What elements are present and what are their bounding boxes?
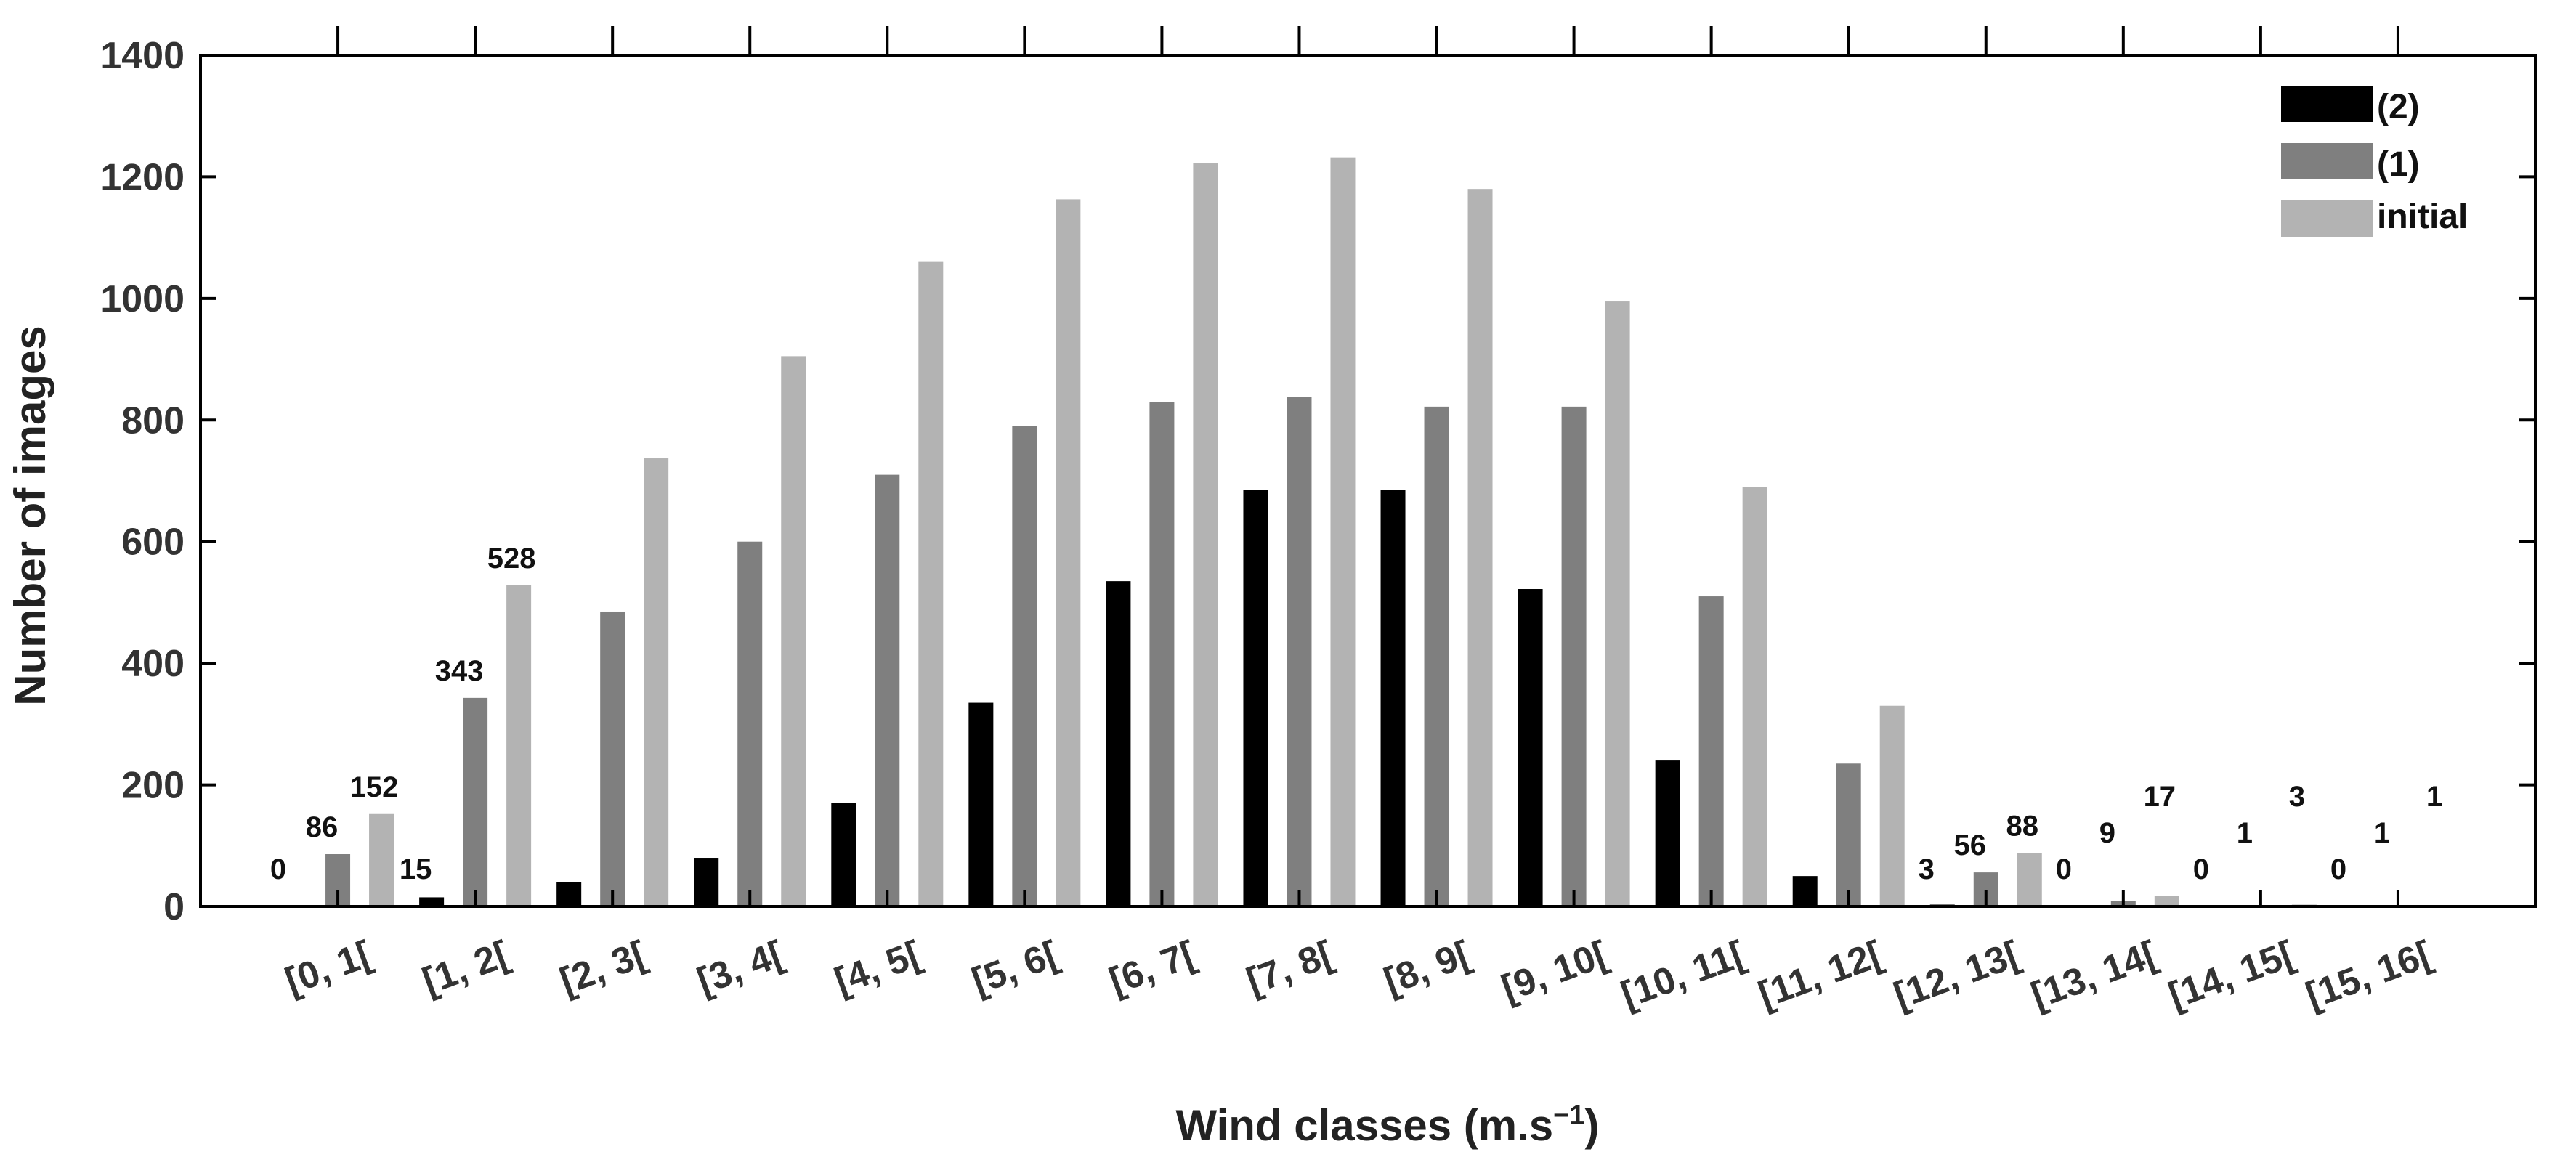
bar-initial-5 [1056, 199, 1081, 907]
bar-1-1 [463, 697, 488, 906]
data-label: 0 [270, 853, 286, 885]
bar-2-11 [1792, 876, 1818, 906]
y-tick-label: 600 [121, 521, 185, 564]
data-label: 3 [2289, 781, 2305, 813]
data-label: 88 [2006, 810, 2039, 842]
x-tick-label: [12, 13[ [1889, 933, 2025, 1018]
plot-frame [199, 54, 2537, 908]
bar-initial-2 [644, 458, 669, 906]
x-tick-label: [14, 15[ [2163, 933, 2300, 1018]
legend: (2) (1) initial [2281, 86, 2468, 237]
x-axis-title-main: Wind classes (m.s [1176, 1101, 1554, 1150]
x-tick-label: [3, 4[ [692, 933, 789, 1003]
bar-1-8 [1424, 406, 1449, 906]
y-tick-label: 800 [121, 399, 185, 442]
bar-1-4 [875, 474, 900, 906]
bar-initial-8 [1467, 189, 1493, 907]
bar-2-10 [1655, 760, 1680, 906]
bar-2-1 [419, 897, 445, 906]
bar-2-6 [1106, 581, 1131, 906]
data-label: 15 [400, 853, 432, 885]
x-tick-label: [8, 9[ [1379, 933, 1476, 1003]
x-tick-label: [2, 3[ [554, 933, 652, 1003]
y-tick-label: 400 [121, 643, 185, 685]
bar-1-5 [1012, 426, 1037, 906]
bar-2-5 [968, 702, 994, 906]
bar-1-11 [1836, 763, 1861, 906]
x-tick-label: [6, 7[ [1104, 933, 1202, 1003]
bar-initial-0 [369, 813, 394, 906]
bar-initial-12 [2017, 853, 2042, 906]
bar-initial-3 [781, 356, 806, 906]
data-label: 9 [2099, 817, 2115, 849]
x-axis-title-suffix: ) [1585, 1101, 1600, 1150]
x-tick-label: [9, 10[ [1496, 933, 1613, 1010]
data-label: 343 [435, 655, 484, 687]
legend-swatch-series-1 [2281, 143, 2373, 179]
data-label: 17 [2144, 781, 2176, 813]
bar-initial-11 [1879, 705, 1905, 906]
x-tick-label: [13, 14[ [2026, 933, 2163, 1018]
bar-2-2 [556, 882, 582, 906]
legend-label-series-1: (1) [2377, 145, 2420, 184]
bar-1-6 [1149, 402, 1175, 906]
data-label: 1 [2374, 817, 2390, 849]
x-tick-label: [15, 16[ [2301, 933, 2437, 1018]
bar-2-3 [694, 858, 719, 906]
y-tick-label: 1400 [100, 35, 185, 77]
bar-2-7 [1243, 490, 1268, 906]
x-tick-label: [10, 11[ [1616, 933, 1751, 1017]
data-label: 152 [350, 771, 399, 803]
legend-label-series-2: (2) [2377, 88, 2420, 126]
data-label: 56 [1954, 829, 1987, 861]
x-tick-label: [1, 2[ [417, 933, 514, 1003]
data-label: 1 [2237, 817, 2253, 849]
bar-2-9 [1518, 589, 1543, 906]
data-label: 1 [2426, 781, 2442, 813]
x-tick-label: [0, 1[ [280, 933, 377, 1003]
data-label: 0 [2056, 853, 2072, 885]
y-axis-title: Number of images [6, 325, 54, 705]
x-tick-label: [4, 5[ [830, 933, 927, 1003]
bar-2-4 [831, 803, 856, 906]
bars-group [325, 157, 2454, 907]
data-label: 0 [2330, 853, 2346, 885]
bar-initial-1 [506, 585, 532, 906]
x-tick-label: [7, 8[ [1242, 933, 1339, 1003]
bar-initial-9 [1605, 301, 1630, 906]
y-tick-label: 1000 [100, 278, 185, 320]
bar-1-10 [1698, 596, 1724, 906]
x-axis-title: Wind classes (m.s−1) [1176, 1100, 1600, 1150]
bar-initial-6 [1193, 163, 1218, 907]
bar-initial-10 [1742, 487, 1767, 906]
bar-initial-13 [2154, 896, 2179, 906]
legend-swatch-series-2 [2281, 86, 2373, 122]
bar-1-2 [600, 611, 625, 906]
bar-1-7 [1287, 397, 1312, 906]
x-tick-label: [11, 12[ [1753, 933, 1888, 1017]
x-axis-title-superscript: −1 [1553, 1100, 1584, 1131]
y-tick-label: 200 [121, 765, 185, 807]
bar-1-3 [737, 541, 763, 906]
data-label: 0 [2193, 853, 2209, 885]
legend-label-series-initial: initial [2377, 198, 2468, 236]
data-label: 3 [1919, 853, 1935, 885]
bar-2-8 [1380, 490, 1406, 906]
data-label: 86 [306, 811, 339, 843]
data-label: 528 [487, 543, 536, 575]
y-tick-label: 0 [163, 886, 185, 928]
x-tick-label: [5, 6[ [967, 933, 1064, 1003]
bar-initial-7 [1330, 157, 1356, 906]
y-tick-label: 1200 [100, 156, 185, 198]
bar-initial-4 [918, 261, 944, 907]
legend-swatch-series-initial [2281, 200, 2373, 237]
bar-1-9 [1561, 406, 1587, 906]
